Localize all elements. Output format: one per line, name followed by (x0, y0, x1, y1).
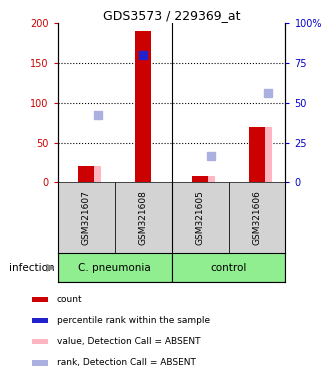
Text: percentile rank within the sample: percentile rank within the sample (57, 316, 210, 325)
Bar (58, 253, 172, 282)
Text: infection: infection (9, 263, 55, 273)
Bar (115, 182, 172, 253)
Bar (172, 253, 285, 282)
Bar (94, 167, 101, 182)
Bar (265, 127, 272, 182)
Bar (58, 182, 115, 253)
Bar (32, 297, 49, 302)
Bar (32, 339, 49, 344)
Bar (32, 360, 49, 366)
Text: value, Detection Call = ABSENT: value, Detection Call = ABSENT (57, 337, 200, 346)
Bar (249, 127, 265, 182)
Bar (32, 318, 49, 323)
Text: GSM321606: GSM321606 (252, 190, 261, 245)
Bar (208, 176, 215, 182)
Bar (78, 167, 94, 182)
Title: GDS3573 / 229369_at: GDS3573 / 229369_at (103, 9, 240, 22)
Text: GSM321605: GSM321605 (196, 190, 205, 245)
Bar (192, 176, 208, 182)
Bar (135, 31, 151, 182)
Text: rank, Detection Call = ABSENT: rank, Detection Call = ABSENT (57, 358, 196, 367)
Bar (172, 182, 228, 253)
Text: control: control (210, 263, 247, 273)
Text: C. pneumonia: C. pneumonia (78, 263, 151, 273)
Text: count: count (57, 295, 82, 304)
Text: GSM321608: GSM321608 (139, 190, 148, 245)
Bar (228, 182, 285, 253)
Text: GSM321607: GSM321607 (82, 190, 91, 245)
